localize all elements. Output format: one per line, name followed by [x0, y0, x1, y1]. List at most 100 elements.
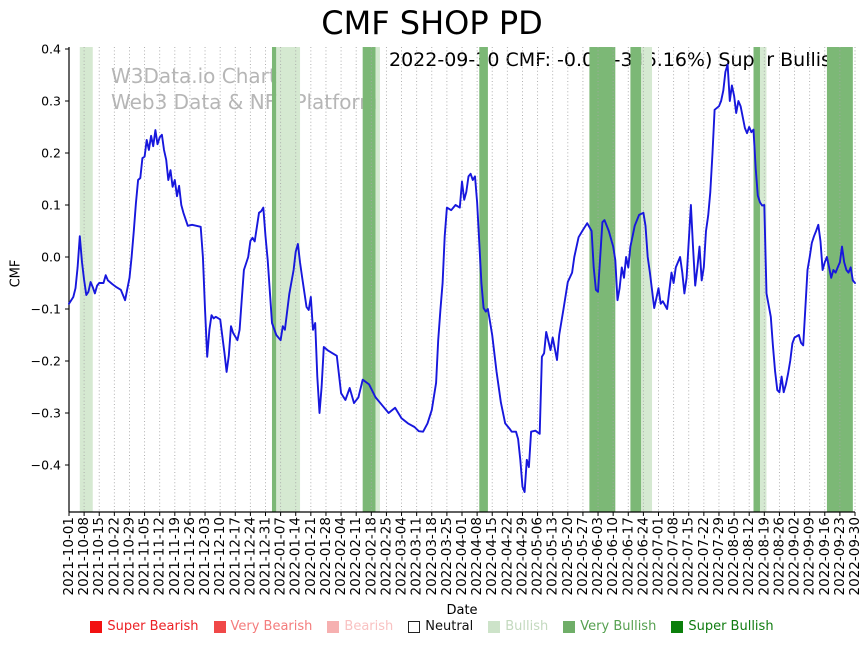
legend-swatch-neutral [408, 620, 421, 633]
x-tick-label: 2022-08-12 [741, 517, 757, 595]
x-tick-label: 2022-03-04 [394, 517, 410, 595]
x-tick-label: 2022-09-02 [787, 517, 803, 595]
signal-band-very-bullish [362, 47, 376, 512]
legend-swatch-bearish [327, 620, 340, 633]
x-tick-label: 2022-04-01 [454, 517, 470, 595]
x-tick-label: 2022-03-11 [409, 517, 425, 595]
signal-band-bullish [79, 47, 93, 512]
x-tick-label: 2022-01-14 [288, 517, 304, 595]
x-tick-label: 2022-09-30 [847, 517, 863, 595]
x-tick-label: 2021-11-26 [182, 517, 198, 595]
legend-swatch-super-bearish [90, 620, 103, 633]
y-tick-label: 0.3 [41, 94, 61, 109]
legend-swatch-super-bullish [671, 620, 684, 633]
x-tick-label: 2022-05-20 [560, 517, 576, 595]
x-tick-label: 2022-08-26 [771, 517, 787, 595]
x-tick-label: 2021-12-03 [197, 517, 213, 595]
x-tick-label: 2022-02-11 [348, 517, 364, 595]
x-tick-label: 2022-08-19 [756, 517, 772, 595]
signal-band-very-bullish [479, 47, 488, 512]
x-tick-label: 2022-07-22 [696, 517, 712, 595]
signal-band-very-bullish [826, 47, 853, 512]
legend-swatch-very-bullish [563, 620, 576, 633]
y-tick-label: 0.2 [41, 146, 61, 161]
legend-label-bearish: Bearish [344, 619, 394, 634]
legend-label-bullish: Bullish [505, 619, 549, 634]
x-tick-label: 2021-10-15 [91, 517, 107, 595]
signal-band-bullish [759, 47, 767, 512]
x-tick-label: 2022-02-18 [363, 517, 379, 595]
y-tick-label: 0.1 [41, 198, 61, 213]
cmf-series-line [68, 63, 856, 493]
x-tick-label: 2022-04-08 [469, 517, 485, 595]
x-tick-label: 2022-05-13 [545, 517, 561, 595]
chart-title: CMF SHOP PD [321, 4, 543, 42]
x-tick-label: 2022-01-28 [318, 517, 334, 595]
x-tick-label: 2022-06-17 [620, 517, 636, 595]
legend-item-super-bearish: Super Bearish [90, 619, 199, 634]
legend-item-very-bullish: Very Bullish [563, 619, 656, 634]
sentiment-legend: Super Bearish Very Bearish Bearish Neutral B… [0, 619, 864, 634]
x-tick-label: 2022-01-07 [273, 517, 289, 595]
x-tick-label: 2022-06-10 [605, 517, 621, 595]
x-tick-label: 2021-10-22 [106, 517, 122, 595]
legend-swatch-very-bearish [213, 620, 226, 633]
legend-item-bullish: Bullish [488, 619, 548, 634]
signal-band-bullish [276, 47, 301, 512]
x-tick-label: 2022-08-05 [726, 517, 742, 595]
legend-item-neutral: Neutral [408, 619, 473, 634]
y-tick-label: −0.1 [31, 302, 61, 317]
x-tick-label: 2021-11-05 [137, 517, 153, 595]
x-tick-label: 2021-10-29 [121, 517, 137, 595]
x-tick-label: 2022-04-15 [484, 517, 500, 595]
x-tick-label: 2022-06-03 [590, 517, 606, 595]
signal-band-bullish [641, 47, 653, 512]
x-tick-label: 2022-01-21 [303, 517, 319, 595]
x-tick-label: 2022-07-01 [651, 517, 667, 595]
x-tick-label: 2022-09-16 [817, 517, 833, 595]
cmf-line-plot: 2021-10-01 2021-10-08 2021-10-15 2021-10-22… [31, 42, 863, 596]
x-tick-label: 2022-07-08 [666, 517, 682, 595]
x-tick-label: 2022-04-22 [499, 517, 515, 595]
y-tick-label: −0.2 [31, 354, 61, 369]
x-tick-label: 2021-12-10 [212, 517, 228, 595]
legend-label-very-bullish: Very Bullish [580, 619, 657, 634]
x-tick-label: 2021-12-17 [227, 517, 243, 595]
y-tick-label: −0.4 [31, 458, 61, 473]
y-tick-label: 0.0 [41, 250, 61, 265]
x-tick-label: 2022-05-27 [575, 517, 591, 595]
legend-item-super-bullish: Super Bullish [671, 619, 774, 634]
x-tick-label: 2021-10-08 [76, 517, 92, 595]
x-tick-label: 2022-02-04 [333, 517, 349, 595]
y-tick-label: 0.4 [41, 42, 61, 57]
x-tick-label: 2021-12-31 [258, 517, 274, 595]
x-tick-label: 2021-11-12 [152, 517, 168, 595]
y-axis-label: CMF [8, 259, 24, 288]
x-axis-label: Date [446, 603, 478, 618]
signal-band-very-bullish [589, 47, 616, 512]
x-tick-label: 2022-02-25 [378, 517, 394, 595]
x-tick-label: 2021-12-24 [242, 517, 258, 595]
legend-label-neutral: Neutral [425, 619, 474, 634]
signal-band-very-bullish [753, 47, 760, 512]
x-tick-label: 2021-11-19 [167, 517, 183, 595]
signal-band-bullish [375, 47, 380, 512]
x-tick-label: 2022-09-23 [832, 517, 848, 595]
x-tick-label: 2022-07-29 [711, 517, 727, 595]
x-tick-label: 2022-03-18 [424, 517, 440, 595]
x-tick-label: 2022-04-29 [514, 517, 530, 595]
legend-label-super-bullish: Super Bullish [688, 619, 774, 634]
x-tick-label: 2022-03-25 [439, 517, 455, 595]
signal-band-very-bullish [630, 47, 642, 512]
legend-label-super-bearish: Super Bearish [107, 619, 199, 634]
latest-value-annotation: 2022-09-30 CMF: -0.05(-396.16%) Super Bu… [389, 49, 843, 71]
x-tick-label: 2022-09-09 [802, 517, 818, 595]
y-tick-label: −0.3 [31, 406, 61, 421]
legend-label-very-bearish: Very Bearish [230, 619, 313, 634]
x-tick-label: 2022-06-24 [635, 517, 651, 595]
signal-band-very-bullish [271, 47, 277, 512]
x-tick-label: 2022-07-15 [681, 517, 697, 595]
legend-swatch-bullish [488, 620, 501, 633]
legend-item-very-bearish: Very Bearish [213, 619, 313, 634]
